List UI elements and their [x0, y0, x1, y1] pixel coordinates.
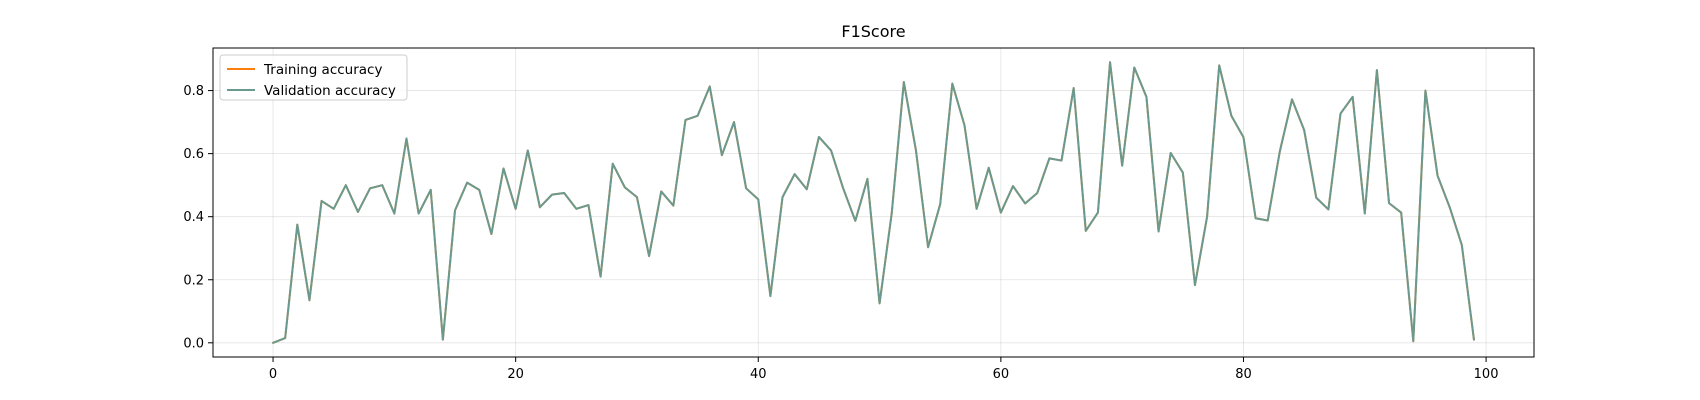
- y-tick-label: 0.0: [183, 336, 204, 351]
- legend-box: [219, 54, 408, 101]
- y-tick-label: 0.8: [183, 84, 204, 99]
- series-lines: [272, 61, 1475, 344]
- legend-label-validation-accuracy: Validation accuracy: [264, 83, 396, 99]
- chart-title: F1Score: [841, 22, 905, 41]
- x-tick-label: 20: [507, 367, 524, 382]
- x-tick-label: 60: [993, 367, 1010, 382]
- legend: Training accuracy Validation accuracy: [219, 54, 408, 101]
- y-tick-label: 0.4: [183, 210, 204, 225]
- x-tick-label: 0: [269, 367, 277, 382]
- y-tick-label: 0.6: [183, 147, 204, 162]
- x-tick-label: 100: [1474, 367, 1499, 382]
- y-tick-label: 0.2: [183, 273, 204, 288]
- axis-ticks: 0 20 40 60 80 100 0.0 0.2 0.4 0.6 0.8: [183, 84, 1498, 382]
- legend-label-training-accuracy: Training accuracy: [263, 62, 382, 78]
- series-line-validation-accuracy: [272, 61, 1475, 344]
- plot-area-frame: [212, 47, 1535, 358]
- x-tick-label: 40: [750, 367, 767, 382]
- x-tick-label: 80: [1235, 367, 1252, 382]
